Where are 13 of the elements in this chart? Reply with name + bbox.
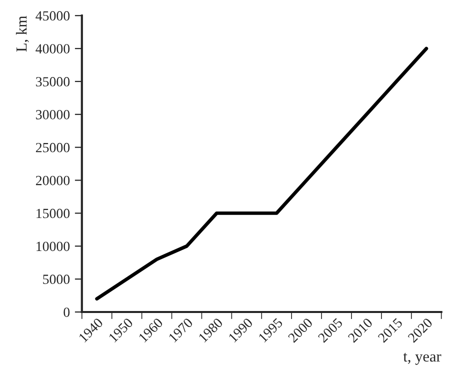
y-axis-title: L, km xyxy=(16,16,29,52)
line-series xyxy=(95,46,428,301)
y-tick-label: 10000 xyxy=(36,242,70,252)
y-tick-label: 25000 xyxy=(36,142,70,152)
y-tick-label: 20000 xyxy=(36,176,70,186)
y-tick-label: 40000 xyxy=(36,44,70,54)
y-tick-label: 45000 xyxy=(36,11,70,21)
y-tick-label: 35000 xyxy=(36,77,70,86)
y-tick-label: 0 xyxy=(64,308,70,317)
y-tick-label: 5000 xyxy=(43,274,70,284)
y-tick-label: 30000 xyxy=(36,110,70,120)
y-tick-label: 15000 xyxy=(36,208,70,218)
x-axis-title: t, year xyxy=(403,352,442,365)
